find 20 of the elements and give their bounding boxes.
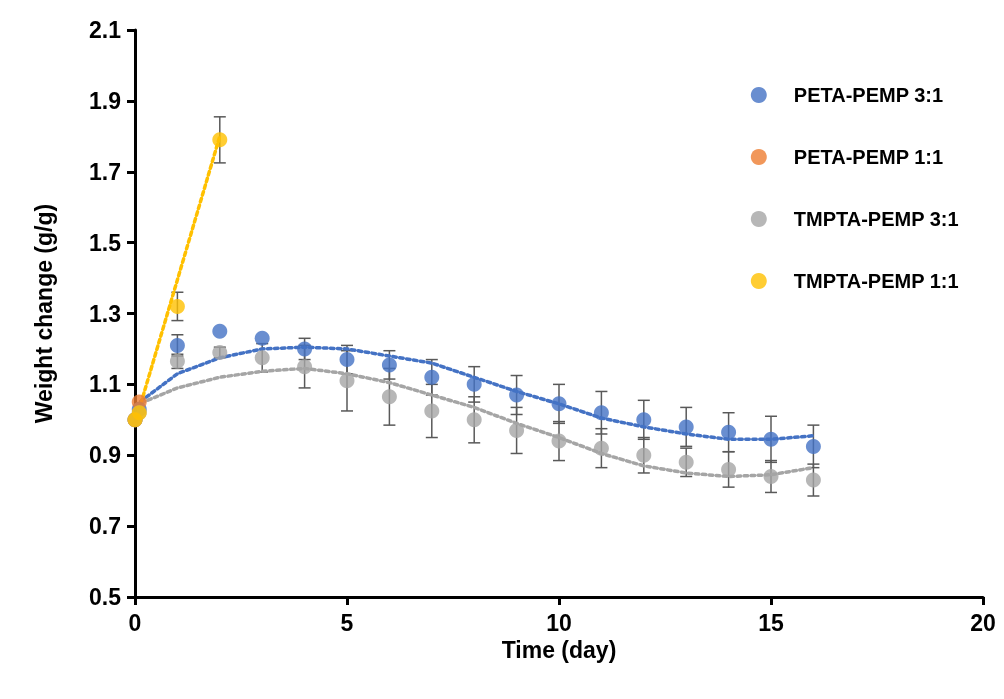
y-axis-title: Weight change (g/g)	[30, 203, 57, 424]
legend-label: TMPTA-PEMP 1:1	[793, 270, 959, 292]
y-tick-label: 2.1	[89, 17, 122, 43]
y-tick-label: 0.5	[89, 584, 122, 610]
y-tick-label: 1.5	[89, 229, 122, 256]
x-axis-title: Time (day)	[501, 637, 617, 664]
x-tick-label: 10	[546, 609, 572, 636]
y-tick-label: 0.7	[89, 513, 121, 540]
x-tick-label: 0	[128, 609, 142, 636]
y-tick-label: 1.7	[89, 158, 121, 185]
y-tick-label: 1.1	[89, 371, 122, 398]
y-tick-label: 0.9	[89, 442, 121, 469]
x-tick-label: 20	[970, 609, 996, 636]
y-tick-label: 1.9	[89, 87, 121, 114]
legend-label: TMPTA-PEMP 3:1	[793, 208, 959, 230]
y-tick-label: 1.3	[89, 300, 121, 327]
legend-label: PETA-PEMP 3:1	[793, 84, 944, 106]
legend-label: PETA-PEMP 1:1	[793, 146, 944, 168]
x-tick-label: 5	[340, 609, 354, 636]
x-tick-label: 15	[758, 609, 784, 636]
